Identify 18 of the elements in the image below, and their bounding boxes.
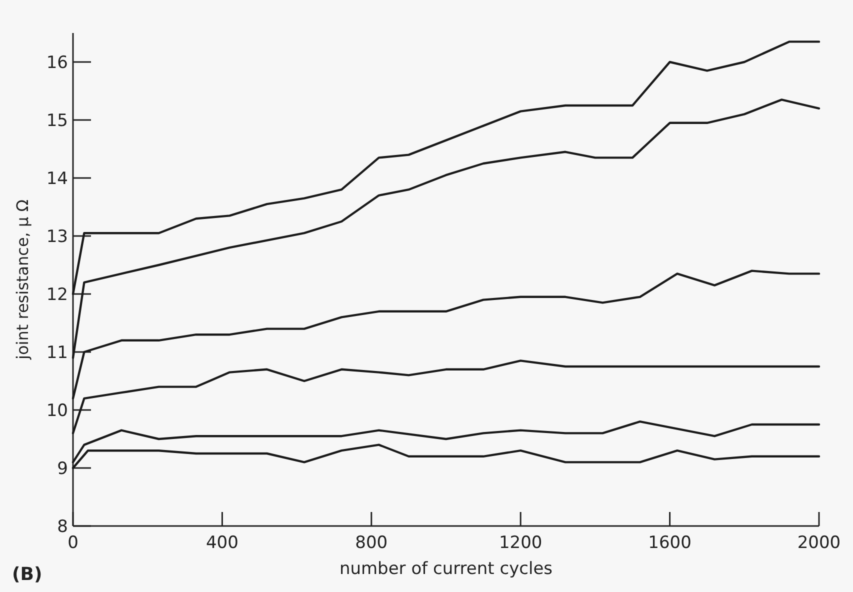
y-tick-label: 15 (46, 110, 68, 131)
y-tick-label: 16 (46, 52, 68, 73)
x-tick-label: 2000 (797, 533, 841, 553)
x-tick-label: 800 (355, 533, 388, 553)
x-tick-label: 1200 (498, 533, 542, 553)
x-tick-label: 1600 (648, 533, 692, 553)
text: (B) (12, 564, 42, 585)
y-tick-label: 12 (46, 284, 68, 305)
y-tick-label: 9 (57, 458, 68, 479)
y-axis-title: joint resistance, μ Ω (13, 200, 32, 360)
x-tick-label: 400 (206, 533, 238, 553)
x-tick-label: 0 (68, 533, 78, 553)
y-tick-label: 10 (46, 400, 68, 421)
y-tick-label: 14 (46, 168, 68, 189)
y-tick-label: 11 (46, 342, 68, 363)
y-tick-label: 8 (57, 516, 68, 537)
y-tick-label: 13 (46, 226, 68, 247)
x-axis-title: number of current cycles (339, 559, 553, 579)
